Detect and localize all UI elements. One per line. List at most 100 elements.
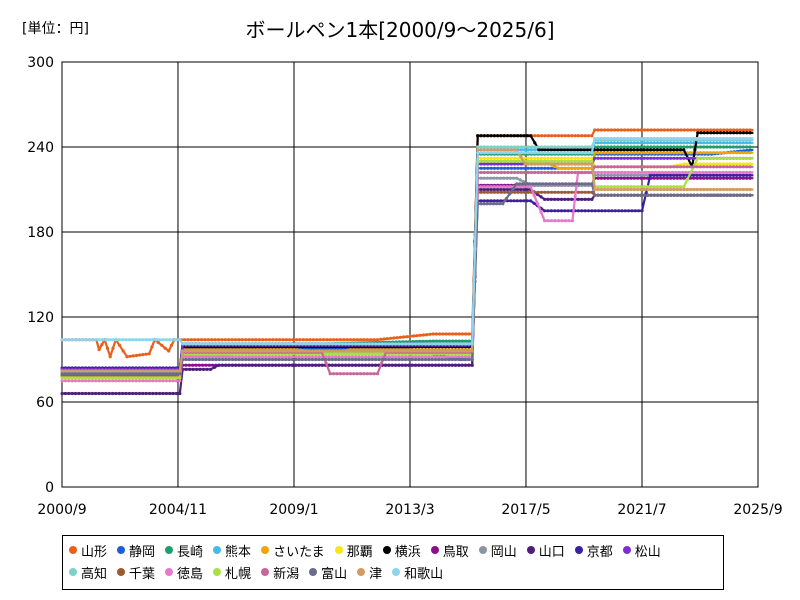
- series-point-19: [184, 342, 188, 346]
- series-point-0: [223, 338, 227, 342]
- series-point-6: [675, 148, 679, 152]
- series-point-11: [626, 156, 630, 160]
- legend-item: 千葉: [117, 562, 155, 582]
- series-point-17: [270, 357, 275, 362]
- series-point-4: [688, 151, 693, 155]
- series-point-14: [310, 355, 314, 359]
- series-point-19: [304, 342, 308, 346]
- series-point-11: [619, 156, 623, 160]
- legend-label: 徳島: [177, 566, 204, 582]
- series-point-14: [637, 170, 641, 175]
- series-point-17: [570, 182, 574, 186]
- series-point-12: [476, 145, 480, 149]
- series-point-19: [277, 342, 281, 346]
- series-point-16: [731, 165, 736, 169]
- series-point-0: [206, 338, 210, 342]
- series-point-14: [231, 355, 235, 359]
- series-point-3: [639, 141, 643, 145]
- series-point-10: [603, 209, 607, 213]
- series-point-2: [715, 145, 719, 149]
- series-point-14: [519, 185, 523, 189]
- series-point-18: [104, 369, 108, 373]
- series-point-10: [543, 209, 547, 213]
- series-point-19: [655, 136, 660, 141]
- series-point-17: [294, 357, 298, 362]
- series-point-19: [100, 338, 105, 342]
- series-point-1: [550, 166, 554, 170]
- series-point-9: [489, 187, 493, 192]
- series-point-19: [443, 342, 448, 346]
- series-point-5: [543, 156, 547, 160]
- series-point-0: [379, 337, 383, 341]
- series-point-17: [494, 202, 499, 206]
- series-point-0: [560, 134, 564, 138]
- series-point-19: [124, 338, 128, 342]
- series-point-9: [137, 391, 142, 396]
- series-point-2: [622, 145, 627, 149]
- series-point-17: [254, 357, 258, 362]
- series-point-0: [646, 128, 650, 132]
- series-point-17: [63, 372, 67, 376]
- series-point-18: [164, 369, 168, 373]
- series-point-7: [731, 176, 736, 180]
- series-point-19: [519, 151, 524, 155]
- series-point-15: [97, 376, 101, 380]
- series-point-14: [270, 355, 275, 359]
- series-point-4: [629, 151, 633, 155]
- series-point-0: [244, 338, 248, 342]
- series-point-15: [652, 185, 656, 189]
- series-point-18: [642, 187, 646, 192]
- series-point-17: [394, 357, 398, 362]
- series-point-2: [662, 145, 666, 149]
- series-point-14: [630, 170, 634, 175]
- series-point-5: [715, 162, 719, 166]
- series-point-10: [607, 209, 611, 213]
- series-point-8: [596, 173, 600, 177]
- series-point-18: [420, 349, 424, 353]
- series-point-4: [580, 166, 584, 170]
- series-point-14: [647, 170, 651, 175]
- series-point-9: [373, 363, 378, 367]
- series-point-15: [738, 156, 742, 160]
- series-point-12: [546, 145, 550, 149]
- series-point-17: [440, 357, 444, 362]
- series-point-6: [605, 148, 610, 152]
- legend-item: 京都: [574, 540, 613, 560]
- series-point-17: [629, 193, 633, 197]
- series-point-19: [506, 151, 510, 155]
- series-point-2: [632, 145, 636, 149]
- series-point-14: [374, 355, 378, 359]
- series-point-14: [134, 379, 138, 383]
- series-point-17: [741, 193, 746, 197]
- series-point-5: [522, 156, 527, 160]
- series-point-18: [367, 349, 371, 353]
- series-point-11: [642, 156, 646, 160]
- series-point-16: [529, 170, 534, 175]
- series-point-17: [264, 357, 268, 362]
- series-point-19: [164, 338, 168, 342]
- series-point-15: [566, 159, 571, 163]
- series-point-13: [499, 190, 503, 194]
- series-point-11: [652, 156, 656, 160]
- series-point-9: [423, 363, 428, 367]
- series-point-0: [583, 134, 587, 138]
- series-point-19: [533, 151, 537, 155]
- series-point-4: [593, 151, 597, 155]
- series-point-19: [320, 342, 324, 346]
- series-point-14: [394, 355, 398, 359]
- series-point-14: [680, 170, 685, 175]
- series-point-9: [583, 197, 587, 201]
- series-point-17: [534, 182, 538, 186]
- series-point-10: [633, 209, 637, 213]
- series-point-7: [187, 363, 191, 367]
- series-point-12: [486, 145, 490, 149]
- series-point-11: [496, 162, 500, 166]
- series-point-18: [357, 349, 361, 353]
- series-point-19: [247, 342, 251, 346]
- series-point-0: [543, 134, 547, 138]
- series-point-18: [603, 187, 607, 192]
- series-point-19: [529, 151, 534, 155]
- series-point-19: [675, 136, 679, 141]
- series-point-10: [665, 173, 669, 177]
- series-point-15: [659, 185, 663, 189]
